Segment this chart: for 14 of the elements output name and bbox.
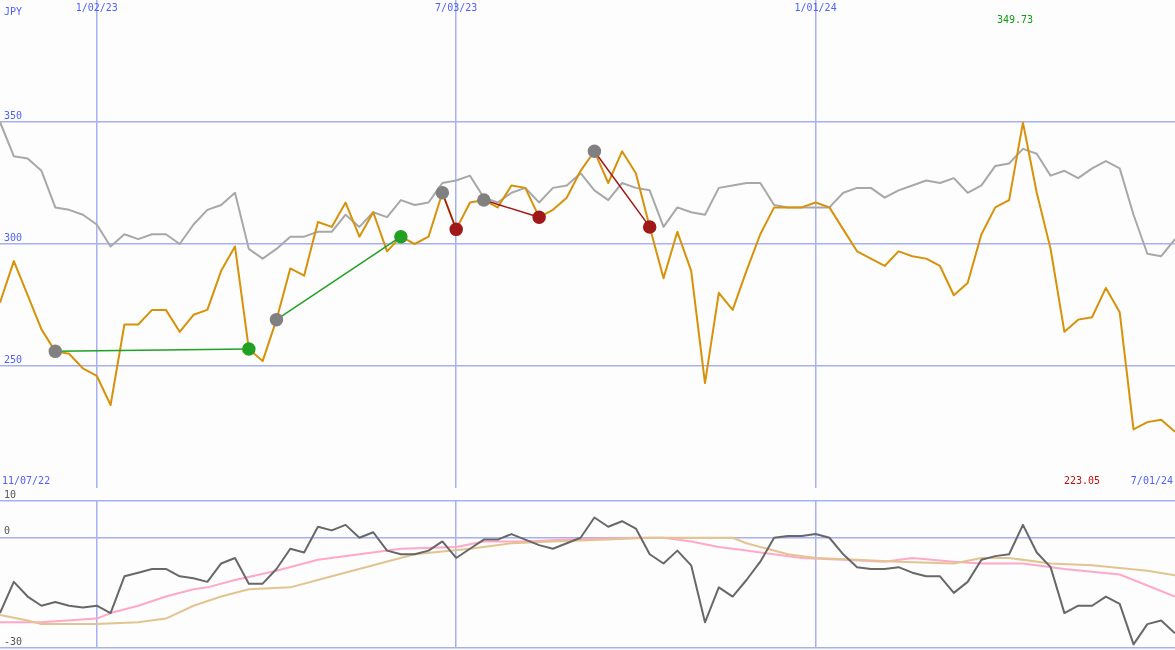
- y-axis-title: JPY: [4, 5, 23, 17]
- x-tick-label: 1/01/24: [794, 1, 837, 13]
- annotation: 11/07/22: [2, 474, 51, 486]
- y-tick-label: 0: [4, 525, 11, 537]
- annotation: 7/01/24: [1130, 474, 1173, 486]
- y-tick-label: 300: [4, 231, 23, 243]
- annotation: 223.05: [1063, 474, 1100, 486]
- y-tick-label: 10: [4, 488, 17, 500]
- y-tick-label: 250: [4, 353, 23, 365]
- annotation: 349.73: [996, 13, 1034, 25]
- y-tick-label: 350: [4, 109, 23, 121]
- x-tick-label: 1/02/23: [75, 1, 118, 13]
- y-tick-label: -30: [4, 635, 23, 647]
- x-tick-label: 7/03/23: [435, 1, 478, 13]
